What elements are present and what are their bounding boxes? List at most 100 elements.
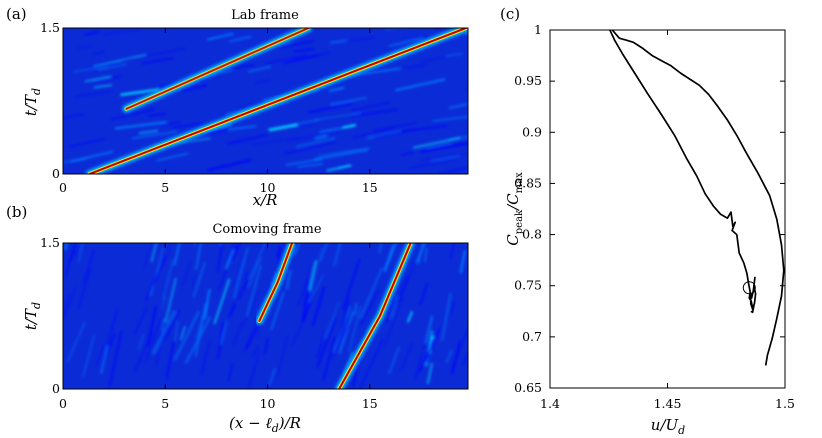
panel-a-texture-streak <box>330 97 367 105</box>
panel-b-texture-streak <box>108 330 123 387</box>
panel-a-texture-streak <box>84 30 101 36</box>
panel-a-texture-streak <box>307 101 354 114</box>
panel-a-texture-streak <box>432 115 468 122</box>
panel-b-texture-streak <box>193 261 206 298</box>
panel-b-ytick-label: 1.5 <box>40 235 60 250</box>
panel-b-texture-streak <box>399 259 417 303</box>
panel-b-texture-streak <box>142 243 153 270</box>
panel-b-texture-streak <box>162 259 174 301</box>
panel-b-texture-streak <box>77 268 92 310</box>
panel-b-texture-streak <box>225 243 235 266</box>
panel-b-texture-streak <box>388 346 400 375</box>
panel-b-texture-streak <box>241 290 260 328</box>
panel-a-texture-streak <box>131 130 178 140</box>
panel-b-texture-streak <box>195 243 202 270</box>
panel-c-lines <box>609 30 785 366</box>
panel-a-texture-streak <box>374 122 417 131</box>
panel-b-xlabel: (x − ℓd)/R <box>229 414 301 435</box>
panel-a-texture-streak <box>226 133 268 145</box>
panel-b-texture-streak <box>232 323 242 347</box>
panel-b-xtick-label: 5 <box>161 396 169 411</box>
panel-b-ridge-primary <box>334 243 416 389</box>
panel-b-texture-streak <box>248 257 262 288</box>
panel-a-ytick-label: 0 <box>52 166 60 181</box>
panel-a-texture-streak <box>329 39 349 44</box>
panel-c-ytick-label: 0.65 <box>514 380 542 395</box>
panel-a-texture-streak <box>426 142 453 149</box>
panel-b-texture-streak <box>359 267 383 319</box>
panel-b-texture-streak <box>165 341 175 380</box>
panel-a-texture-streak <box>419 141 468 153</box>
panel-b-texture-streak <box>293 243 301 256</box>
panel-a-ridges <box>85 28 468 174</box>
panel-b: (b) Comoving frame 0 5 10 15 0 1.5 (x − ℓd)/R… <box>6 203 469 435</box>
panel-a-texture-streak <box>68 138 107 148</box>
panel-a-texture-streak <box>295 136 336 148</box>
panel-a-texture-streak <box>464 88 468 91</box>
panel-b-texture-streak <box>227 362 234 382</box>
panel-a-texture-streak <box>431 155 460 162</box>
panel-b-texture-streak <box>449 243 456 259</box>
panel-b-texture-streak <box>161 318 165 332</box>
panel-b-texture-streak <box>418 328 441 373</box>
panel-b-texture-streak <box>407 311 413 323</box>
panel-b-texture-streak <box>82 334 95 378</box>
panel-a-texture-streak <box>254 79 271 84</box>
panel-b-texture-streak <box>285 269 292 290</box>
panel-b-texture-streak <box>322 336 336 381</box>
panel-a-texture-streak <box>351 101 391 112</box>
panel-c-letter: (c) <box>500 5 520 23</box>
panel-b-letter: (b) <box>6 203 27 221</box>
panel-b-texture-streak <box>309 246 323 294</box>
panel-c-ytick-label: 0.85 <box>514 175 542 190</box>
panel-a-xlabel: x/R <box>253 191 278 209</box>
panel-c: (c) 1.4 1.45 1.50.650.70.750.80.850.90.951… <box>500 5 795 437</box>
panel-b-texture-streak <box>330 319 353 361</box>
panel-a-texture-streak <box>283 54 319 65</box>
panel-b-title: Comoving frame <box>212 222 321 237</box>
panel-b-texture-streak <box>379 243 382 253</box>
panel-a-texture-streak <box>156 152 189 162</box>
panel-c-ytick-label: 0.75 <box>514 278 542 293</box>
panel-a-texture-streak <box>292 52 331 61</box>
panel-a-title: Lab frame <box>231 8 299 23</box>
panel-b-texture-streak <box>360 289 380 325</box>
panel-b-texture-streak <box>74 243 83 256</box>
panel-b-texture-streak <box>268 368 276 386</box>
panel-a-ylabel: t/Td <box>22 88 43 116</box>
panel-b-texture-streak <box>441 292 452 341</box>
panel-c-marker-circle <box>742 281 756 295</box>
panel-b-texture-streak <box>82 250 95 284</box>
panel-c-frame <box>549 29 786 389</box>
panel-a-ridge-primary <box>85 28 468 174</box>
panel-b-xtick-label: 15 <box>362 396 378 411</box>
panel-a-texture-streak <box>297 163 324 168</box>
panel-a-frame <box>62 27 469 175</box>
panel-b-texture-streak <box>151 243 157 263</box>
panel-a-texture-streak <box>102 28 142 36</box>
panel-c-xtick-label: 1.5 <box>775 396 795 411</box>
panel-b-ytick-label: 0 <box>52 381 60 396</box>
panel-a-texture-streak <box>110 108 156 121</box>
panel-a-texture-streak <box>438 166 468 174</box>
panel-a-texture-streak <box>247 65 271 73</box>
panel-b-texture-streak <box>291 301 313 346</box>
panel-a-texture-streak <box>314 148 369 161</box>
panel-b-ridge-secondary <box>254 243 297 326</box>
panel-b-texture-streak <box>213 278 231 325</box>
panel-b-texture-streak <box>338 302 350 344</box>
panel-a-texture-streak <box>93 53 146 67</box>
panel-c-series-1 <box>611 30 785 366</box>
panel-b-ylabel: t/Td <box>22 302 43 330</box>
panel-a-texture-streak <box>158 121 181 127</box>
panel-b-texture-streak <box>461 351 468 366</box>
panel-b-texture-streak <box>359 338 384 389</box>
panel-b-texture-streak <box>164 277 177 323</box>
panel-a-ridge-secondary <box>121 28 313 114</box>
panel-a-texture-streak <box>326 164 352 172</box>
panel-b-texture-streak <box>161 325 170 340</box>
panel-a-texture-streak <box>342 123 357 129</box>
panel-a-texture-streak <box>91 75 123 83</box>
panel-a-texture-streak <box>402 35 428 42</box>
panel-a-texture-streak <box>206 32 234 41</box>
